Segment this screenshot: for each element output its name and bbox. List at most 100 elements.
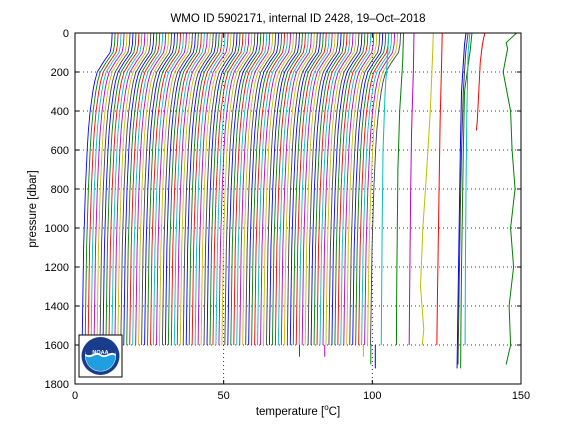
profile-line [289, 32, 321, 346]
profile-line [182, 32, 214, 346]
profile-line [295, 32, 327, 346]
profile-line [126, 32, 158, 346]
y-tick-label: 1200 [45, 262, 69, 274]
profile-line [87, 32, 119, 346]
tick-labels: 0 50 100 150 0 200 400 600 800 1000 1200 1400 1600 18… [45, 28, 531, 402]
x-axis-label-suffix: C] [329, 406, 341, 418]
profile-line [242, 32, 274, 346]
grid-lines [75, 33, 521, 384]
y-tick-label: 200 [51, 67, 69, 79]
profile-line [286, 32, 318, 346]
axes-frame [74, 32, 522, 385]
profile-line [313, 32, 345, 346]
profile-line [349, 32, 381, 346]
profile-line [274, 32, 306, 346]
profile-line [263, 32, 294, 346]
x-axis-label-degree: o [324, 403, 329, 412]
profile-line [215, 32, 247, 346]
x-tick-label: 0 [72, 390, 78, 402]
profile-line [307, 32, 339, 346]
profile-line [304, 32, 336, 346]
profile-line [224, 32, 256, 346]
logo-sky-icon [85, 339, 116, 356]
profile-line [117, 32, 149, 346]
profile-line [102, 32, 134, 346]
profile-line [239, 32, 271, 346]
profile-line [260, 32, 292, 346]
profile-line [173, 32, 205, 346]
noaa-logo: NOAA [78, 334, 123, 378]
profile-line [230, 32, 262, 346]
y-tick-label: 1800 [45, 379, 69, 391]
profile-line [227, 32, 259, 346]
profile-line [248, 32, 280, 346]
profile-line [395, 32, 405, 346]
profile-line [141, 32, 173, 346]
profile-line [120, 32, 152, 346]
profile-lines [81, 32, 517, 369]
profile-line [355, 32, 387, 346]
profile-line [90, 32, 122, 346]
profile-line [167, 32, 199, 346]
profile-line [340, 32, 372, 346]
profile-line [200, 32, 232, 346]
profile-line [147, 32, 179, 346]
y-tick-label: 1600 [45, 340, 69, 352]
profile-line [176, 32, 208, 346]
y-tick-label: 600 [51, 145, 69, 157]
profile-line [380, 32, 390, 346]
profile-line [325, 32, 357, 346]
x-axis-label-prefix: temperature [ [256, 406, 325, 418]
profile-line [150, 32, 181, 346]
profile-line [328, 32, 360, 346]
profile-line [158, 32, 190, 346]
profile-line [456, 32, 467, 369]
profile-line [352, 32, 384, 346]
profile-line [108, 32, 140, 346]
profile-line [114, 32, 146, 346]
logo-water-icon [85, 354, 116, 372]
profile-line [156, 32, 187, 346]
profile-line [81, 32, 113, 346]
profile-line [280, 32, 312, 346]
profile-line [419, 32, 434, 346]
profile-line [337, 32, 369, 346]
x-tick-label: 100 [363, 390, 381, 402]
profile-line [84, 32, 116, 346]
axis-ticks [74, 32, 522, 385]
profile-line [179, 32, 211, 346]
profile-line [370, 32, 402, 346]
profile-line [135, 32, 167, 346]
profile-line [358, 32, 390, 346]
profile-line [245, 32, 277, 346]
profile-line [191, 32, 223, 346]
profile-line [475, 32, 486, 131]
x-tick-label: 150 [512, 390, 530, 402]
profile-line [218, 32, 250, 346]
profile-line [209, 32, 241, 346]
profile-line [132, 32, 164, 346]
profile-line [144, 32, 176, 346]
profile-line [277, 32, 309, 346]
profile-line [96, 32, 128, 346]
x-tick-label: 50 [218, 390, 230, 402]
profile-line [367, 32, 399, 346]
profile-line [197, 32, 229, 346]
profile-line [319, 32, 351, 346]
profile-line [185, 32, 217, 346]
profile-line [343, 32, 375, 346]
profile-line [111, 32, 143, 346]
profile-line [298, 32, 330, 346]
profile-line [436, 32, 443, 346]
chart-title: WMO ID 5902171, internal ID 2428, 19–Oct… [170, 13, 425, 25]
profile-line [334, 32, 366, 346]
profile-line [233, 32, 265, 346]
profile-line [346, 32, 378, 346]
y-tick-label: 0 [63, 28, 69, 40]
profile-line [236, 32, 268, 346]
profile-line [221, 32, 253, 346]
profile-line [283, 32, 315, 346]
profile-line [99, 32, 131, 346]
profile-line [254, 32, 286, 346]
y-axis-label: pressure [dbar] [27, 170, 39, 247]
